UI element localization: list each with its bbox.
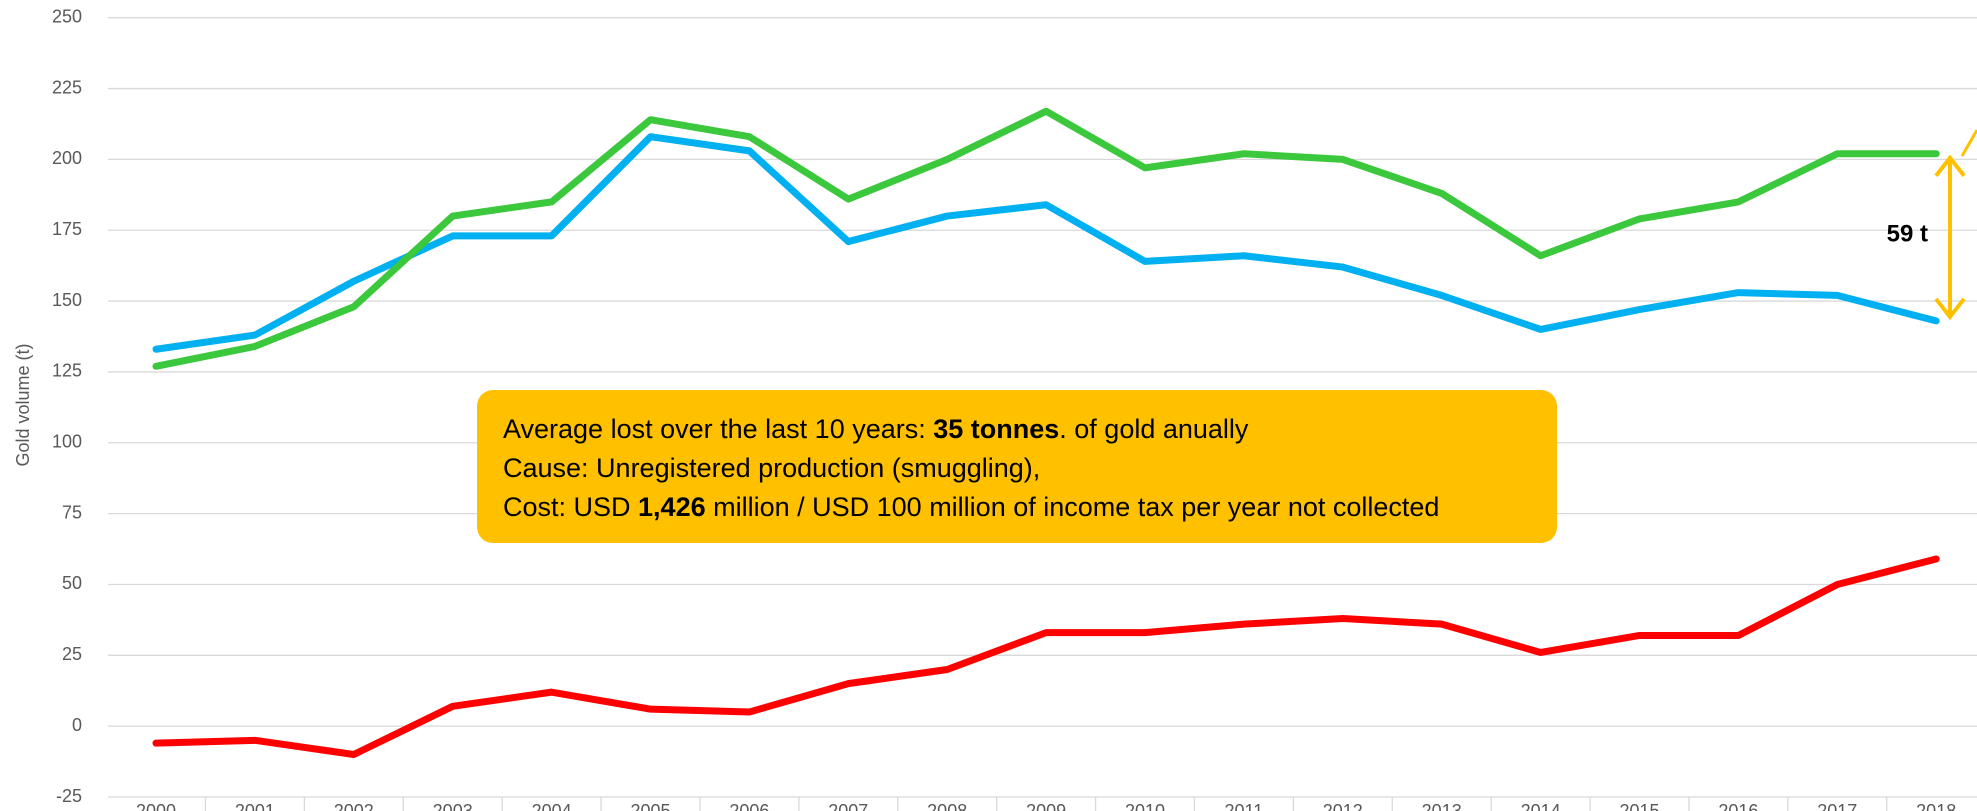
x-tick-label: 2012 — [1323, 801, 1363, 811]
x-tick-label: 2000 — [136, 801, 176, 811]
x-tick-label: 2007 — [828, 801, 868, 811]
y-tick-label: 250 — [52, 6, 82, 26]
x-tick-label: 2011 — [1225, 801, 1264, 811]
annotation-text: Average lost over the last 10 years: — [503, 414, 934, 444]
y-tick-label: 25 — [62, 644, 82, 664]
gap-label: 59 t — [1887, 221, 1928, 248]
y-tick-label: 175 — [52, 219, 82, 239]
x-tick-label: 2014 — [1521, 801, 1561, 811]
series-line — [152, 133, 1940, 353]
x-tick-label: 2008 — [927, 801, 967, 811]
gap-arrow-head — [1934, 297, 1966, 321]
y-tick-label: 0 — [72, 715, 82, 735]
callout-pointer — [1960, 129, 1977, 157]
x-tick-label: 2005 — [630, 801, 670, 811]
x-tick-label: 2018 — [1916, 801, 1956, 811]
annotation-text: Cost: USD — [503, 492, 639, 522]
annotation-text: . of gold anually — [1059, 414, 1249, 444]
annotation-box: Average lost over the last 10 years: 35 … — [477, 390, 1557, 543]
y-tick-label: 75 — [62, 502, 82, 522]
annotation-text: 1,426 — [638, 492, 706, 522]
annotation-line: Cause: Unregistered production (smugglin… — [503, 449, 1531, 488]
x-tick-label: 2002 — [334, 801, 374, 811]
y-tick-label: -25 — [56, 786, 82, 806]
annotation-text: Cause: Unregistered production (smugglin… — [503, 453, 1041, 483]
series-line — [152, 555, 1940, 758]
y-tick-label: 100 — [52, 432, 82, 452]
x-tick-label: 2013 — [1422, 801, 1462, 811]
y-tick-label: 50 — [62, 573, 82, 593]
annotation-line: Average lost over the last 10 years: 35 … — [503, 410, 1531, 449]
gap-arrow-head — [1934, 154, 1966, 177]
y-tick-label: 200 — [52, 148, 82, 168]
y-tick-label: 125 — [52, 361, 82, 381]
x-tick-label: 2003 — [433, 801, 473, 811]
x-tick-label: 2004 — [532, 801, 572, 811]
annotation-text: 35 tonnes — [933, 414, 1060, 444]
x-tick-label: 2009 — [1026, 801, 1066, 811]
annotation-line: Cost: USD 1,426 million / USD 100 millio… — [503, 488, 1531, 527]
series-line — [152, 107, 1940, 370]
x-tick-label: 2015 — [1619, 801, 1659, 811]
x-tick-label: 2016 — [1718, 801, 1758, 811]
x-tick-label: 2017 — [1817, 801, 1857, 811]
x-tick-label: 2006 — [729, 801, 769, 811]
y-tick-label: 150 — [52, 290, 82, 310]
annotation-text: million / USD 100 million of income tax … — [705, 492, 1440, 522]
x-tick-label: 2001 — [235, 801, 275, 811]
x-tick-label: 2010 — [1125, 801, 1165, 811]
y-tick-label: 225 — [52, 77, 82, 97]
y-axis-label: Gold volume (t) — [13, 343, 33, 466]
